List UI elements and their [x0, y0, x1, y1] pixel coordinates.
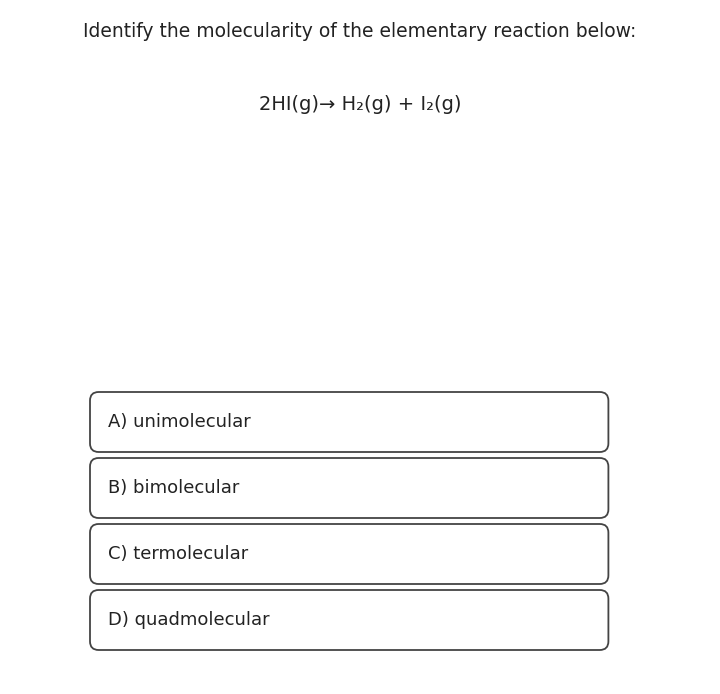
Text: B) bimolecular: B) bimolecular [108, 479, 239, 497]
Text: Identify the molecularity of the elementary reaction below:: Identify the molecularity of the element… [84, 22, 636, 41]
Text: 2HI(g)→ H₂(g) + I₂(g): 2HI(g)→ H₂(g) + I₂(g) [258, 95, 462, 114]
Text: D) quadmolecular: D) quadmolecular [108, 611, 269, 629]
FancyBboxPatch shape [90, 590, 608, 650]
FancyBboxPatch shape [90, 392, 608, 452]
FancyBboxPatch shape [90, 524, 608, 584]
FancyBboxPatch shape [90, 458, 608, 518]
Text: A) unimolecular: A) unimolecular [108, 413, 251, 431]
Text: C) termolecular: C) termolecular [108, 545, 248, 563]
